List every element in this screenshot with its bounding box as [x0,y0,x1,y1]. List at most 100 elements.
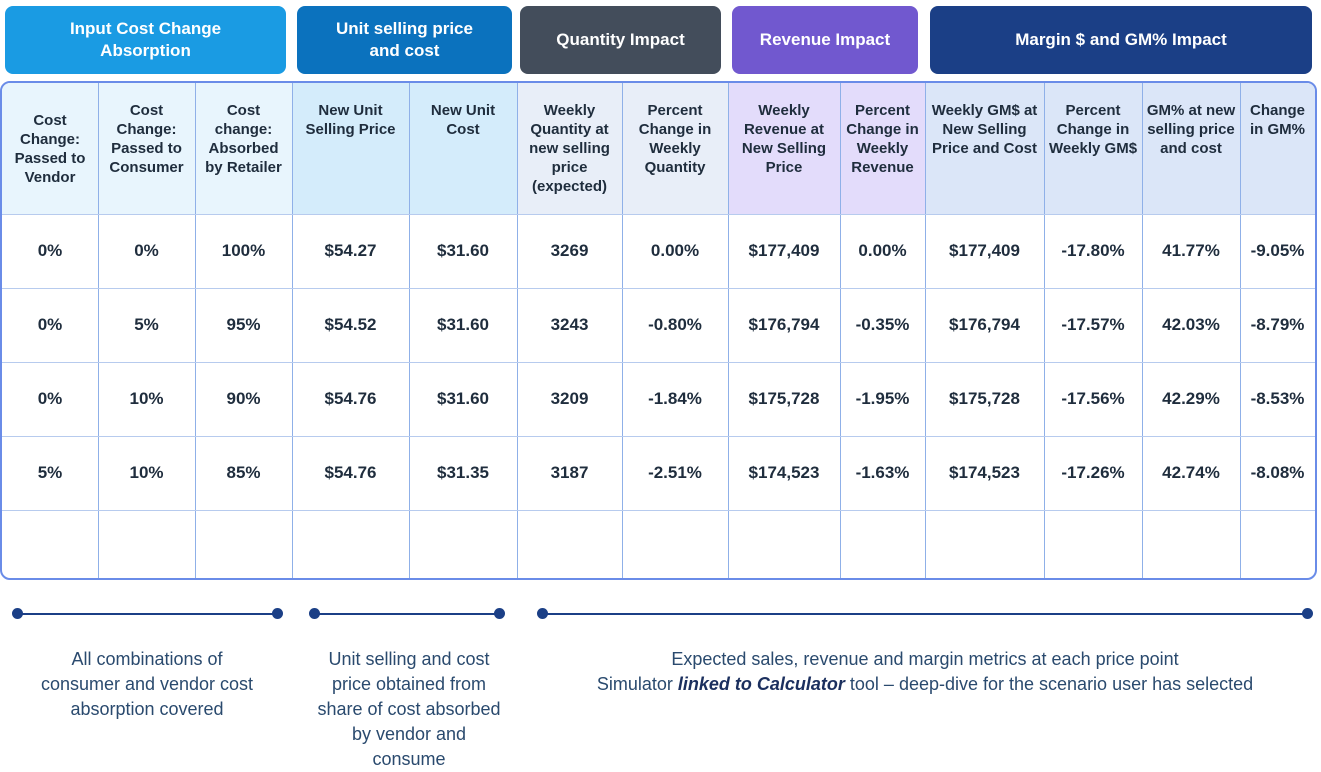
bracket-dot [1302,608,1313,619]
row-divider [2,510,1315,511]
row-divider [2,288,1315,289]
bracket-dot [494,608,505,619]
note-right-suffix: tool – deep-dive for the scenario user h… [844,674,1254,694]
table-cell: 5% [134,315,159,334]
table-cell: $176,794 [949,315,1020,334]
table-cell: -9.05% [1250,241,1305,260]
table-cell: 3209 [550,389,589,408]
group-title: Revenue Impact [759,30,891,49]
column-divider [195,83,196,578]
bracket-line-left [17,613,278,615]
table-cell: 10% [129,389,164,408]
note-right-line1: Expected sales, revenue and margin metri… [671,649,1179,669]
table-cell: $54.27 [324,241,377,260]
column-header: Weekly Revenue at New Selling Price [728,83,840,214]
column-divider [1240,83,1241,578]
group-title: Quantity Impact [556,30,685,49]
table-cell: $54.76 [324,389,377,408]
column-header: Cost Change: Passed to Consumer [98,83,195,214]
table-cell: -1.63% [855,463,910,482]
table-cell: $54.76 [324,463,377,482]
table-cell: -1.95% [855,389,910,408]
table-cell: 42.03% [1162,315,1220,334]
table-cell: 0% [37,241,63,260]
column-header: GM% at new selling price and cost [1142,83,1240,214]
table-cell: 0.00% [650,241,700,260]
note-right-prefix: Simulator [596,674,678,694]
note-middle: Unit selling and cost price obtained fro… [317,649,501,769]
group-header-revenue: Revenue Impact [732,6,918,74]
table-cell: 95% [226,315,261,334]
column-divider [728,83,729,578]
table-cell: 0% [134,241,159,260]
bracket-line-middle [315,613,500,615]
bracket-dot [272,608,283,619]
table-cell: 42.29% [1162,389,1220,408]
table-cell: $175,728 [949,389,1020,408]
table-cell: $31.60 [437,389,489,408]
table-cell: $175,728 [748,389,820,408]
scenario-table: Cost Change: Passed to Vendor Cost Change… [0,81,1317,580]
column-divider [925,83,926,578]
column-header: Weekly Quantity at new selling price (ex… [517,83,622,214]
table-cell: 5% [37,463,63,482]
note-right-emph: linked to Calculator [677,674,845,694]
column-divider [1044,83,1045,578]
table-cell: $31.35 [437,463,489,482]
column-header: Cost Change: Passed to Vendor [2,83,98,214]
row-divider [2,436,1315,437]
note-right-line2: Simulator linked to Calculator tool – de… [550,672,1300,697]
column-divider [98,83,99,578]
table-cell: -17.26% [1061,463,1125,482]
group-title: Margin $ and GM% Impact [1015,30,1227,49]
table-cell: 3269 [550,241,589,260]
table-cell: -17.57% [1061,315,1125,334]
column-header: Change in GM% [1240,83,1315,214]
bracket-dot [309,608,320,619]
table-cell: $174,523 [748,463,820,482]
column-header: New Unit Cost [409,83,517,214]
table-cell: 85% [226,463,261,482]
group-header-quantity: Quantity Impact [520,6,721,74]
column-header: Percent Change in Weekly GM$ [1044,83,1142,214]
bracket-dot [12,608,23,619]
table-cell: -0.80% [648,315,702,334]
table-cell: -17.56% [1061,389,1125,408]
note-left: All combinations of consumer and vendor … [40,649,254,719]
column-header: Weekly GM$ at New Selling Price and Cost [925,83,1044,214]
column-divider [409,83,410,578]
table-cell: 42.74% [1162,463,1220,482]
table-cell: 0% [37,389,63,408]
column-header: Percent Change in Weekly Revenue [840,83,925,214]
column-header: New Unit Selling Price [292,83,409,214]
table-cell: $31.60 [437,241,489,260]
group-header-margin: Margin $ and GM% Impact [930,6,1312,74]
column-header: Percent Change in Weekly Quantity [622,83,728,214]
column-divider [292,83,293,578]
group-title: Unit selling price and cost [336,19,473,60]
bracket-dot [537,608,548,619]
note-right: Expected sales, revenue and margin metri… [550,647,1300,697]
column-divider [517,83,518,578]
table-cell: 10% [129,463,164,482]
table-cell: 90% [226,389,261,408]
column-divider [1142,83,1143,578]
table-cell: 3187 [550,463,589,482]
row-divider [2,362,1315,363]
group-header-unit-price: Unit selling price and cost [297,6,512,74]
table-cell: $177,409 [748,241,820,260]
table-cell: $54.52 [324,315,377,334]
table-cell: 3243 [550,315,589,334]
table-cell: -0.35% [855,315,910,334]
column-header: Cost change: Absorbed by Retailer [195,83,292,214]
row-divider [2,214,1315,215]
table-cell: $177,409 [949,241,1020,260]
bracket-line-right [543,613,1308,615]
table-cell: -8.53% [1250,389,1305,408]
table-cell: -17.80% [1061,241,1125,260]
table-cell: -8.08% [1250,463,1305,482]
table-cell: -1.84% [648,389,702,408]
table-cell: 100% [221,241,266,260]
table-cell: $176,794 [748,315,820,334]
table-cell: -2.51% [648,463,702,482]
